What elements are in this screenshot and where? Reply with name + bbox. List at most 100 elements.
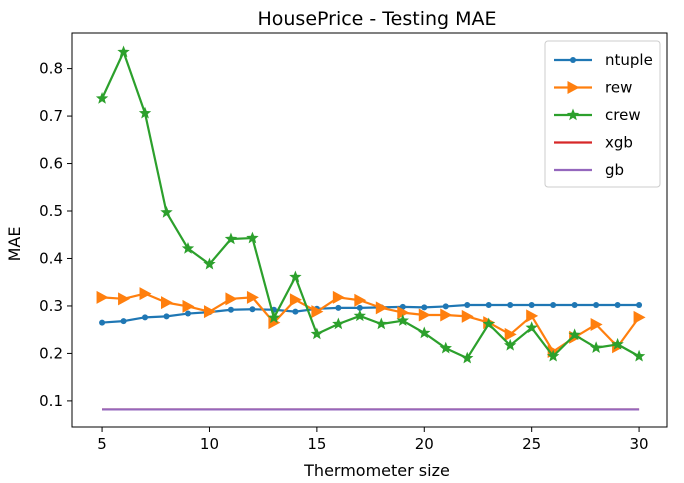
data-point-crew (95, 92, 109, 104)
legend-item-rew: rew (554, 79, 632, 97)
data-point-rew (633, 310, 646, 324)
data-point-rew (461, 309, 474, 323)
data-point-crew (353, 309, 367, 322)
data-point-ntuple (356, 304, 363, 311)
data-point-rew (203, 305, 216, 319)
data-point-rew (161, 296, 174, 310)
y-tick-label: 0.1 (39, 392, 63, 410)
series-line-crew (101, 50, 640, 360)
data-point-ntuple (292, 308, 299, 315)
x-axis: 5 10 15 20 25 30 (97, 427, 649, 453)
data-point-rew (246, 290, 259, 304)
data-point-crew (611, 337, 624, 350)
data-point-crew (482, 317, 495, 330)
plot-frame (71, 32, 668, 428)
data-point-crew (246, 231, 259, 244)
data-point-crew (525, 321, 538, 334)
data-point-rew (375, 301, 388, 315)
series-ntuple (99, 302, 643, 326)
x-tick-label: 5 (97, 435, 107, 453)
x-tick-label: 10 (200, 435, 219, 453)
x-tick-label: 20 (415, 435, 434, 453)
legend-marker-rew (567, 81, 580, 94)
y-tick-label: 0.2 (39, 344, 63, 362)
data-point-crew (504, 338, 517, 351)
y-tick-label: 0.7 (39, 107, 63, 125)
legend-item-xgb: xgb (554, 134, 633, 152)
data-point-crew (138, 106, 152, 119)
data-point-rew (590, 317, 603, 331)
legend-label-rew: rew (605, 79, 632, 97)
data-point-crew (181, 242, 195, 254)
data-point-ntuple (184, 310, 191, 317)
data-point-crew (160, 205, 173, 218)
data-point-rew (504, 327, 517, 341)
data-point-rew (118, 292, 131, 306)
data-point-rew (311, 305, 324, 319)
data-point-crew (117, 45, 130, 58)
data-point-crew (224, 232, 238, 245)
legend-label-gb: gb (605, 161, 624, 179)
data-point-rew (397, 306, 410, 320)
series-crew (95, 45, 646, 364)
data-point-ntuple (99, 319, 106, 326)
data-point-rew (182, 299, 195, 313)
data-point-crew (310, 327, 324, 340)
data-point-ntuple (249, 306, 256, 313)
data-point-ntuple (120, 318, 127, 325)
data-point-crew (418, 326, 431, 339)
data-point-ntuple (528, 302, 535, 309)
x-tick-label: 25 (522, 435, 541, 453)
data-point-rew (526, 309, 539, 323)
legend-marker-crew (566, 108, 580, 121)
data-point-ntuple (464, 302, 471, 309)
data-point-ntuple (163, 313, 170, 320)
legend-box (544, 40, 661, 188)
data-point-rew (418, 308, 431, 322)
data-point-ntuple (507, 302, 514, 309)
data-point-rew (440, 308, 453, 322)
y-tick-label: 0.5 (39, 202, 63, 220)
legend-item-ntuple: ntuple (554, 51, 653, 69)
data-point-crew (589, 341, 603, 353)
data-point-crew (632, 349, 646, 362)
data-point-crew (203, 257, 216, 270)
data-point-ntuple (142, 314, 149, 321)
data-point-crew (568, 328, 581, 341)
data-point-ntuple (571, 302, 578, 309)
series-layer (95, 45, 646, 411)
data-point-ntuple (593, 302, 600, 309)
data-point-rew (289, 293, 302, 307)
data-point-ntuple (335, 304, 342, 311)
series-line-ntuple (101, 303, 640, 324)
data-point-crew (332, 317, 345, 330)
legend-item-gb: gb (554, 161, 624, 179)
data-point-crew (289, 270, 302, 283)
data-point-crew (461, 351, 474, 364)
data-point-ntuple (421, 304, 428, 311)
data-point-ntuple (442, 303, 449, 310)
x-tick-label: 15 (307, 435, 326, 453)
y-tick-label: 0.3 (39, 297, 63, 315)
legend-label-crew: crew (605, 106, 641, 124)
data-point-crew (546, 349, 560, 362)
x-axis-label: Thermometer size (303, 461, 450, 480)
y-tick-label: 0.4 (39, 249, 63, 267)
legend-item-crew: crew (554, 106, 641, 124)
data-point-rew (332, 290, 345, 304)
data-point-ntuple (550, 302, 557, 309)
x-tick-label: 30 (630, 435, 649, 453)
data-point-rew (96, 290, 109, 304)
data-point-ntuple (485, 302, 492, 309)
legend-marker-ntuple (570, 57, 576, 63)
data-point-rew (225, 292, 238, 306)
data-point-crew (375, 317, 388, 330)
y-axis: 0.1 0.2 0.3 0.4 0.5 0.6 0.7 0.8 (39, 60, 72, 410)
data-point-ntuple (227, 306, 234, 313)
data-point-crew (396, 314, 409, 326)
data-point-rew (354, 293, 367, 307)
data-point-crew (267, 311, 281, 324)
legend-label-ntuple: ntuple (605, 51, 653, 69)
legend: ntuple rew crew xgb gb (544, 40, 661, 188)
